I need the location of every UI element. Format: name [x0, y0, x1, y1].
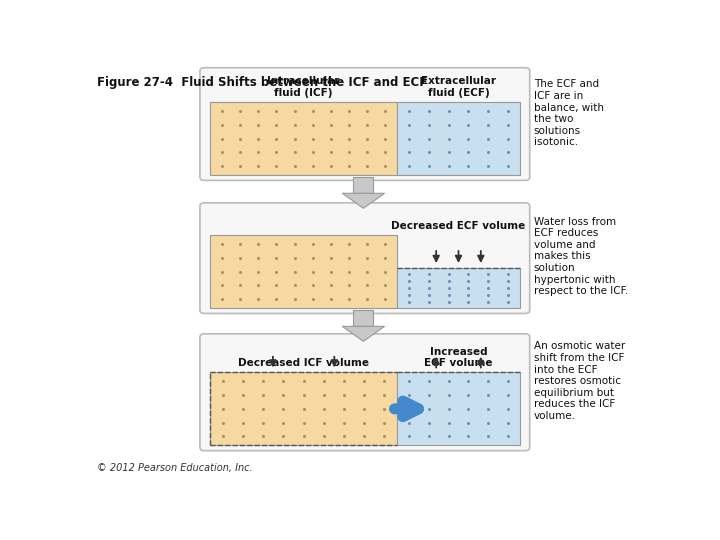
- FancyBboxPatch shape: [200, 334, 530, 451]
- Text: Figure 27-4  Fluid Shifts between the ICF and ECF: Figure 27-4 Fluid Shifts between the ICF…: [96, 77, 427, 90]
- Text: Intracellular
fluid (ICF): Intracellular fluid (ICF): [267, 77, 340, 98]
- Polygon shape: [342, 326, 384, 341]
- Text: Decreased ICF volume: Decreased ICF volume: [238, 359, 369, 368]
- Text: An osmotic water
shift from the ICF
into the ECF
restores osmotic
equilibrium bu: An osmotic water shift from the ICF into…: [534, 341, 625, 421]
- FancyBboxPatch shape: [200, 68, 530, 180]
- FancyBboxPatch shape: [200, 203, 530, 313]
- Bar: [210, 373, 397, 446]
- Text: © 2012 Pearson Education, Inc.: © 2012 Pearson Education, Inc.: [96, 463, 252, 473]
- Text: Increased
ECF volume: Increased ECF volume: [424, 347, 492, 368]
- Bar: [397, 268, 520, 308]
- Bar: [397, 102, 520, 175]
- Text: Decreased ECF volume: Decreased ECF volume: [392, 221, 526, 231]
- Bar: [210, 102, 397, 175]
- Bar: [210, 235, 397, 308]
- Text: Extracellular
fluid (ECF): Extracellular fluid (ECF): [421, 77, 496, 98]
- Text: Water loss from
ECF reduces
volume and
makes this
solution
hypertonic with
respe: Water loss from ECF reduces volume and m…: [534, 217, 628, 296]
- Text: The ECF and
ICF are in
balance, with
the two
solutions
isotonic.: The ECF and ICF are in balance, with the…: [534, 79, 603, 147]
- Bar: [397, 373, 520, 446]
- Bar: [354, 177, 374, 193]
- Polygon shape: [342, 193, 384, 208]
- Bar: [354, 310, 374, 326]
